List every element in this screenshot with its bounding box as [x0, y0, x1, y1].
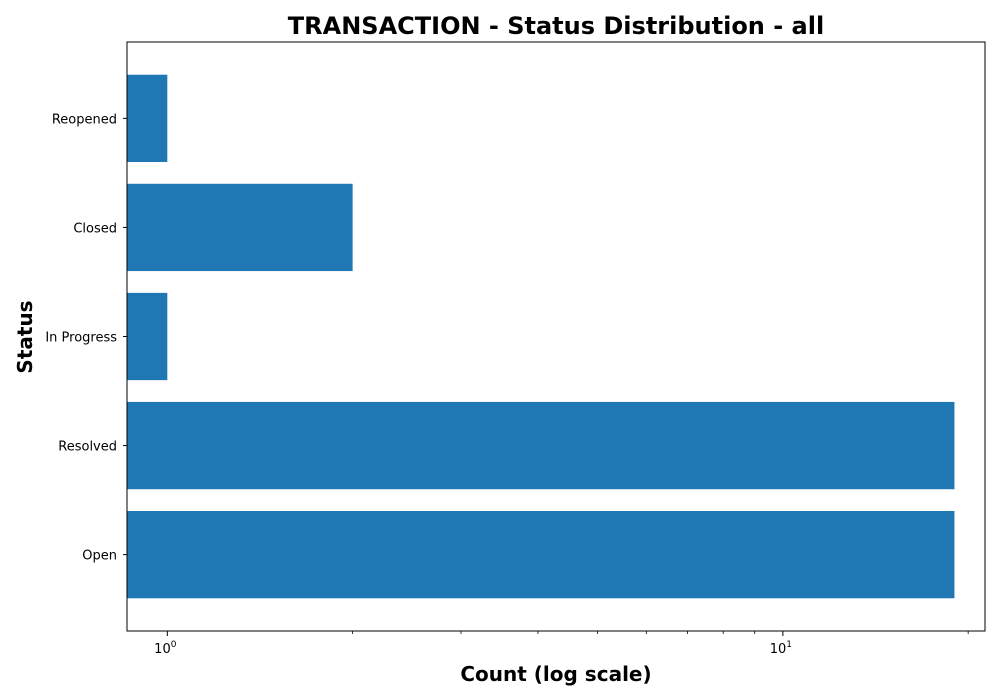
bars-layer	[127, 74, 955, 599]
chart-title: TRANSACTION - Status Distribution - all	[288, 12, 824, 40]
x-axis-ticks: 100 101	[154, 631, 969, 657]
bar-reopened	[127, 74, 168, 162]
bar-resolved	[127, 401, 955, 490]
y-tick-label: Closed	[73, 221, 117, 236]
x-tick-label: 101	[770, 640, 792, 657]
y-tick-label: Open	[82, 549, 117, 564]
y-tick-label: In Progress	[45, 331, 117, 346]
x-axis-label: Count (log scale)	[460, 662, 651, 686]
x-tick-label: 100	[154, 640, 177, 657]
plot-area-frame	[126, 41, 986, 632]
y-tick-label: Reopened	[52, 112, 117, 127]
y-axis-label: Status	[13, 300, 37, 373]
y-axis-ticks: Open Resolved In Progress Closed Reopened	[45, 112, 127, 564]
bar-open	[127, 511, 955, 599]
bar-closed	[127, 183, 353, 272]
bar-in-progress	[127, 292, 168, 381]
y-tick-label: Resolved	[58, 440, 117, 455]
